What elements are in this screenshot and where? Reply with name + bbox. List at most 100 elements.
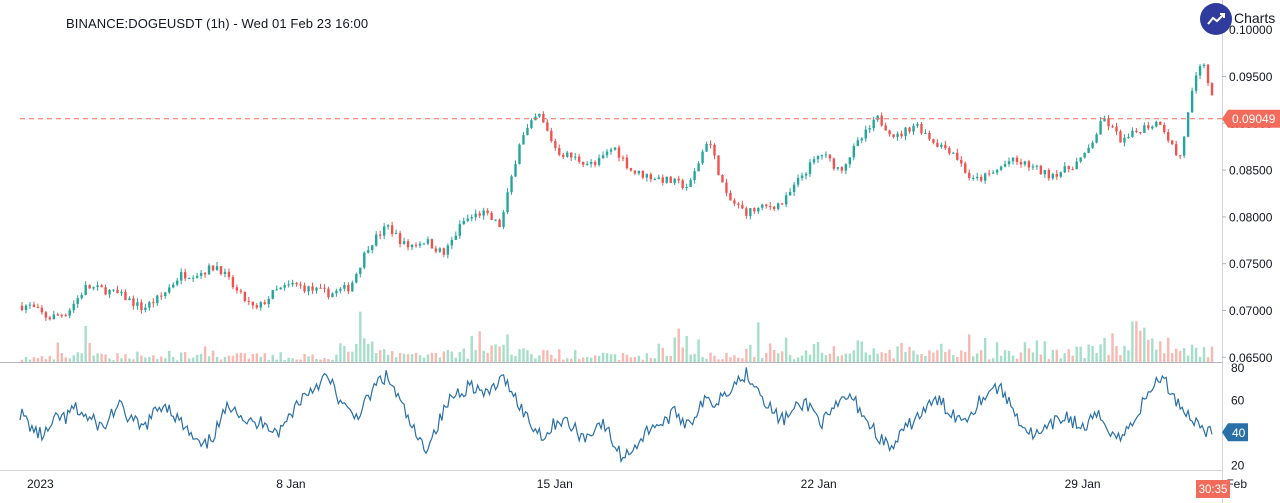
volume-bar xyxy=(1059,358,1062,362)
candle xyxy=(207,263,211,275)
volume-bar xyxy=(430,352,434,362)
candle xyxy=(1099,117,1102,135)
volume-bar xyxy=(641,359,645,362)
volume-bar xyxy=(558,349,561,362)
candle xyxy=(183,268,187,281)
candle xyxy=(979,174,983,183)
volume-bar xyxy=(1051,349,1055,362)
volume-bar xyxy=(84,325,87,362)
candle xyxy=(502,210,505,230)
candle xyxy=(1119,129,1122,143)
candle xyxy=(367,245,370,254)
volume-bar xyxy=(243,353,247,362)
candle xyxy=(593,160,597,168)
candle xyxy=(637,170,641,176)
candle xyxy=(1003,160,1007,168)
candle xyxy=(717,155,720,176)
last-price-badge: 0.09049 xyxy=(1222,109,1280,128)
volume-bar xyxy=(1027,348,1031,362)
candle xyxy=(1210,82,1214,96)
candle xyxy=(804,172,808,180)
volume-bar xyxy=(832,346,836,362)
volume-bar xyxy=(339,343,342,362)
volume-bar xyxy=(1011,355,1015,362)
volume-bar xyxy=(418,355,422,362)
candle xyxy=(1147,121,1150,131)
candle xyxy=(406,238,410,251)
candle xyxy=(526,123,529,136)
volume-bar xyxy=(1194,347,1198,362)
candle xyxy=(359,267,362,278)
volume-bar xyxy=(769,343,772,362)
volume-bar xyxy=(800,355,804,362)
candle xyxy=(382,223,386,240)
candle xyxy=(176,277,179,287)
candle xyxy=(769,202,772,211)
candle xyxy=(1011,157,1015,165)
candle xyxy=(554,138,557,151)
candle xyxy=(1107,114,1110,131)
volume-bar xyxy=(952,355,955,362)
candle xyxy=(920,121,923,135)
volume-bar xyxy=(255,353,259,362)
candle xyxy=(1115,122,1118,136)
candle xyxy=(88,284,91,289)
volume-bar xyxy=(1178,350,1182,362)
volume-bar xyxy=(490,345,493,362)
candle xyxy=(1139,131,1142,135)
volume-bar xyxy=(494,344,497,362)
candle xyxy=(450,236,454,250)
candle xyxy=(215,261,219,271)
volume-bar xyxy=(259,356,262,362)
candle xyxy=(191,275,195,282)
volume-bar xyxy=(613,354,617,362)
candle xyxy=(386,224,390,230)
candle xyxy=(1095,132,1098,144)
volume-bar xyxy=(820,352,824,362)
candle xyxy=(1067,165,1070,173)
candle xyxy=(1167,128,1170,143)
volume-bar xyxy=(721,359,724,362)
candle xyxy=(900,130,903,139)
volume-bar xyxy=(40,356,44,362)
volume-bar xyxy=(804,350,808,362)
candle xyxy=(824,151,828,159)
candle xyxy=(347,282,350,295)
volume-bar xyxy=(203,346,207,362)
volume-bar xyxy=(176,360,179,362)
volume-bar xyxy=(20,359,24,362)
candle xyxy=(896,131,899,141)
candle xyxy=(259,301,262,311)
candle xyxy=(303,282,306,294)
volume-bar xyxy=(566,358,569,362)
volume-bar xyxy=(148,356,151,362)
volume-bar xyxy=(1063,353,1066,362)
volume-bar xyxy=(442,351,446,362)
charts-logo[interactable] xyxy=(1200,3,1232,35)
volume-bar xyxy=(283,360,286,362)
candle xyxy=(800,172,804,181)
volume-bar xyxy=(991,358,995,362)
volume-bar xyxy=(856,340,859,362)
volume-bar xyxy=(88,342,91,362)
volume-bar xyxy=(788,354,792,362)
candle xyxy=(848,157,852,168)
candle xyxy=(247,297,251,306)
candle xyxy=(434,245,438,254)
volume-bar xyxy=(195,354,199,362)
candle xyxy=(1055,169,1058,180)
volume-bar xyxy=(864,352,867,362)
candle xyxy=(164,291,167,299)
volume-bar xyxy=(1047,358,1051,362)
candle xyxy=(1186,112,1190,138)
candle xyxy=(681,178,684,190)
candle xyxy=(1015,155,1019,165)
volume-bar xyxy=(486,353,489,362)
candle xyxy=(629,167,633,172)
candle xyxy=(227,268,231,280)
trend-up-icon xyxy=(1207,13,1225,25)
candle xyxy=(1007,157,1011,167)
candle xyxy=(657,174,660,180)
volume-bar xyxy=(191,357,195,362)
